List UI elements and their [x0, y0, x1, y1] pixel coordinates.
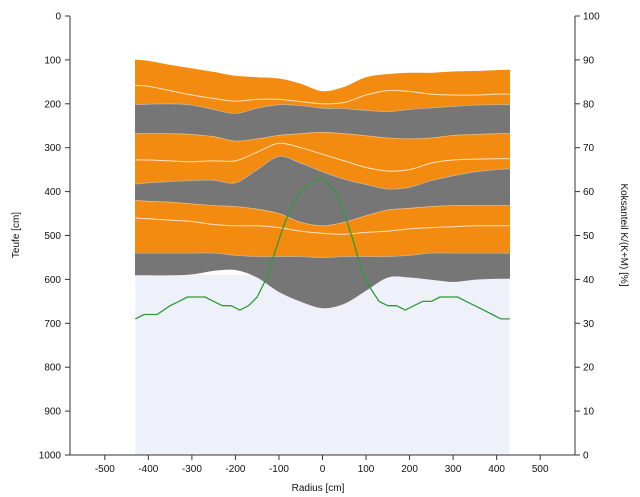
x-tick-label: 500	[532, 464, 549, 475]
y-left-tick-label: 700	[44, 319, 61, 330]
x-tick-label: -200	[225, 464, 245, 475]
y-axis-left-title: Teufe [cm]	[11, 212, 22, 258]
y-left-tick-label: 1000	[39, 451, 62, 462]
x-tick-label: 400	[488, 464, 505, 475]
y-left-tick-label: 400	[44, 187, 61, 198]
axes-group	[65, 15, 580, 460]
y-right-tick-label: 90	[583, 55, 595, 66]
sublayer-line	[135, 84, 510, 105]
y-right-tick-label: 100	[583, 12, 600, 23]
y-right-tick-label: 40	[583, 275, 595, 286]
x-tick-label: 0	[320, 464, 326, 475]
y-right-tick-label: 50	[583, 231, 595, 242]
x-tick-label: 200	[401, 464, 418, 475]
layer-boundary-line	[135, 252, 510, 258]
y-left-tick-label: 100	[44, 55, 61, 66]
sublayer-line	[135, 217, 510, 235]
x-tick-label: -500	[95, 464, 115, 475]
x-axis-title: Radius [cm]	[292, 483, 345, 494]
sublayer-lines-group	[135, 84, 510, 258]
coke-ratio-line	[135, 177, 510, 320]
y-left-tick-label: 600	[44, 275, 61, 286]
x-tick-label: -400	[138, 464, 158, 475]
layer-bands-group	[135, 59, 510, 309]
y-left-tick-label: 900	[44, 407, 61, 418]
y-left-tick-label: 200	[44, 99, 61, 110]
layer-boundary-line	[135, 155, 510, 190]
y-right-tick-label: 20	[583, 363, 595, 374]
y-left-tick-label: 500	[44, 231, 61, 242]
y-axis-right-title: Koksanteil K/(K+M) [%]	[618, 183, 629, 286]
y-right-tick-label: 0	[583, 451, 589, 462]
y-right-tick-label: 10	[583, 407, 595, 418]
x-tick-label: -100	[269, 464, 289, 475]
x-tick-label: -300	[182, 464, 202, 475]
y-right-tick-label: 30	[583, 319, 595, 330]
sublayer-line	[135, 142, 510, 172]
coke-ratio-group	[135, 177, 510, 320]
layer-boundary-line	[135, 131, 510, 142]
x-tick-label: 100	[358, 464, 375, 475]
y-left-tick-label: 0	[55, 12, 61, 23]
y-right-tick-label: 60	[583, 187, 595, 198]
x-tick-label: 300	[445, 464, 462, 475]
y-right-tick-label: 80	[583, 99, 595, 110]
layer-boundary-line	[135, 103, 510, 114]
layer-boundary-line	[135, 200, 510, 227]
y-left-tick-label: 800	[44, 363, 61, 374]
y-right-tick-label: 70	[583, 143, 595, 154]
y-left-tick-label: 300	[44, 143, 61, 154]
